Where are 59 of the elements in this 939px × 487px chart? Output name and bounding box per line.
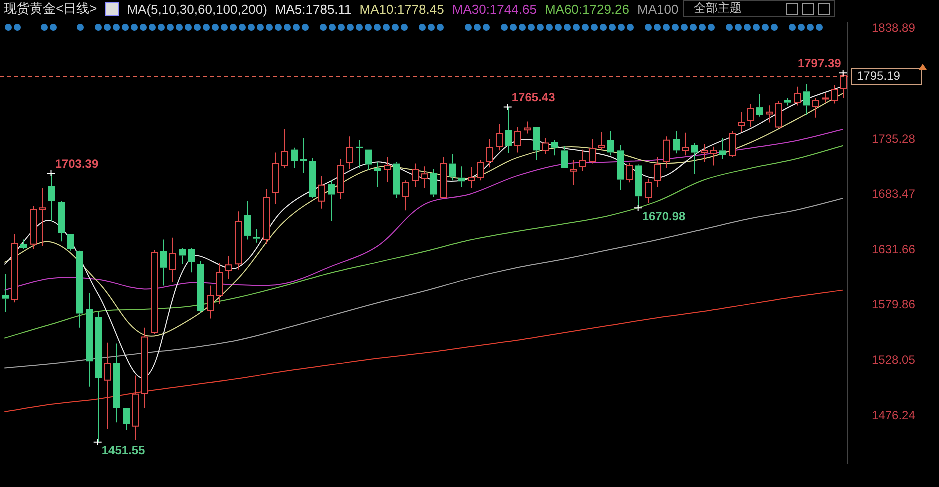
annotation: 1765.43 <box>512 90 556 105</box>
line-series <box>4 128 844 291</box>
candlestick <box>803 84 810 116</box>
y-tick-label: 1579.86 <box>872 298 916 312</box>
candlestick <box>123 408 130 431</box>
candlestick <box>458 166 465 188</box>
annotation: 1703.39 <box>55 156 99 171</box>
candlestick <box>430 168 437 198</box>
candlestick <box>2 274 9 312</box>
chart-subtitle: MA(5,10,30,60,100,200) <box>127 2 268 16</box>
y-tick-label: 1631.66 <box>872 242 916 256</box>
candlestick <box>365 150 372 171</box>
candlestick <box>300 138 307 174</box>
candlestick <box>20 239 27 250</box>
candlestick <box>328 180 335 222</box>
annotation: 1670.98 <box>642 209 686 224</box>
candlestick <box>449 154 456 182</box>
candlestick <box>76 251 83 328</box>
text: MA100 <box>638 2 679 16</box>
annotation: 1451.55 <box>102 444 146 458</box>
candlestick <box>393 161 400 199</box>
line-series <box>4 198 844 369</box>
text: MA30:1744.65 <box>452 2 537 16</box>
y-tick-label: 1528.05 <box>872 353 916 368</box>
candlestick <box>86 292 93 388</box>
text: MA5:1785.11 <box>275 2 352 16</box>
y-tick-label: 1838.89 <box>872 21 916 36</box>
candlestick <box>67 234 74 252</box>
text: MA60:1729.26 <box>544 2 630 16</box>
candlestick <box>561 145 568 168</box>
line-series <box>4 92 844 337</box>
candlestick <box>719 138 726 160</box>
candlestick <box>756 94 763 118</box>
text: 全部主题 <box>694 0 743 17</box>
line-series <box>4 290 844 413</box>
candlestick <box>309 158 316 199</box>
candlestick <box>58 200 65 242</box>
candlestick <box>617 144 624 191</box>
candlestick <box>356 140 363 169</box>
y-tick-label: 1476.24 <box>872 408 916 422</box>
candlestick <box>113 343 120 424</box>
candlestick <box>244 200 251 240</box>
candlestick <box>253 228 260 244</box>
candlestick <box>607 130 614 156</box>
chart-title: 现货黄金<日线> <box>4 0 98 18</box>
candlestick <box>551 140 558 156</box>
candlestick <box>374 161 381 188</box>
text: MA10:1778.45 <box>360 2 444 16</box>
candlestick <box>673 130 680 154</box>
line-series <box>4 145 844 339</box>
candlestick <box>291 147 298 169</box>
candlestick <box>179 248 186 265</box>
candlestick <box>691 142 698 175</box>
candlestick <box>160 239 167 286</box>
annotation: 1797.39 <box>798 56 842 70</box>
candlestick <box>188 248 195 274</box>
y-tick-label: 1735.28 <box>872 132 916 146</box>
ref-line-label: 1795.19 <box>857 68 901 83</box>
y-tick-label: 1683.47 <box>872 187 916 202</box>
